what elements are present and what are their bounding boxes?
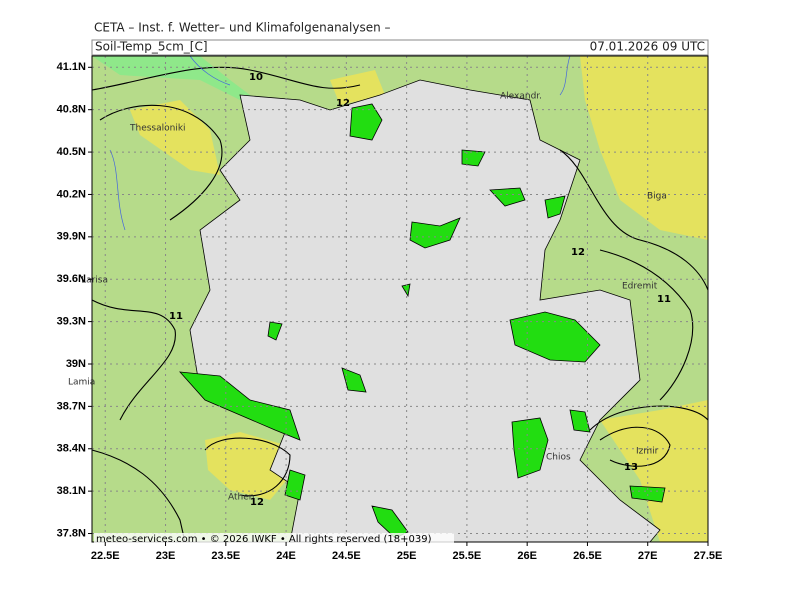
valid-time: 07.01.2026 09 UTC xyxy=(590,40,705,54)
lon-tick-label: 22.5E xyxy=(91,550,120,562)
rivers xyxy=(109,55,571,231)
lat-tick-label: 41.1N xyxy=(57,61,86,73)
lat-tick-label: 40.5N xyxy=(57,146,86,158)
lon-tick-label: 27.5E xyxy=(694,550,723,562)
islands xyxy=(179,103,666,539)
place-label: Larisa xyxy=(81,276,108,286)
place-label: Chios xyxy=(546,453,571,463)
lon-tick-label: 24.5E xyxy=(332,550,361,562)
lat-tick-label: 39.6N xyxy=(57,273,86,285)
lon-tick-label: 27E xyxy=(638,550,658,562)
contours xyxy=(91,66,709,543)
cool-zone xyxy=(92,56,270,110)
place-label: Alexandr. xyxy=(500,92,542,102)
plot-area: Thessaloniki Alexandr. Biga Edremit Larisa La… xyxy=(68,55,709,543)
lon-tick-label: 26.5E xyxy=(573,550,602,562)
place-label: Thessaloniki xyxy=(129,124,186,134)
contour-label: 11 xyxy=(657,294,671,305)
warm-zone xyxy=(600,400,708,542)
footer-box xyxy=(94,533,454,543)
contour-label: 11 xyxy=(169,311,183,322)
place-label: Izmir xyxy=(636,447,659,457)
contour-label: 13 xyxy=(624,462,638,473)
footer: meteo-services.com • © 2026 IWKF • All r… xyxy=(96,534,432,545)
parameter: Soil-Temp_5cm_[C] xyxy=(95,40,208,54)
lat-tick-label: 40.2N xyxy=(57,188,86,200)
lon-tick-label: 25E xyxy=(397,550,417,562)
lat-tick-label: 39.9N xyxy=(57,231,86,243)
place-label: Athen xyxy=(228,493,254,503)
place-label: Biga xyxy=(647,192,667,202)
lat-tick-label: 38.1N xyxy=(57,485,86,497)
warm-zone xyxy=(330,70,385,105)
lat-tick-label: 38.4N xyxy=(57,443,86,455)
lon-tick-label: 23.5E xyxy=(211,550,240,562)
lat-tick-label: 38.7N xyxy=(57,400,86,412)
contour-label: 12 xyxy=(250,497,264,508)
contour-label: 12 xyxy=(571,247,585,258)
contour-label: 12 xyxy=(336,98,350,109)
place-label: Edremit xyxy=(622,282,658,292)
lon-tick-label: 25.5E xyxy=(453,550,482,562)
place-label: Lamia xyxy=(68,378,95,388)
header-box xyxy=(91,39,709,56)
warm-zone xyxy=(130,100,220,175)
lat-tick-label: 40.8N xyxy=(57,104,86,116)
lat-tick-label: 37.8N xyxy=(57,527,86,539)
contour-label: 10 xyxy=(249,72,263,83)
lat-tick-label: 39.3N xyxy=(57,316,86,328)
lon-tick-label: 26E xyxy=(517,550,537,562)
lon-tick-label: 23E xyxy=(156,550,176,562)
lat-tick-label: 39N xyxy=(66,358,86,370)
lon-tick-label: 24E xyxy=(276,550,296,562)
title: CETA – Inst. f. Wetter– und Klimafolgena… xyxy=(94,21,391,35)
